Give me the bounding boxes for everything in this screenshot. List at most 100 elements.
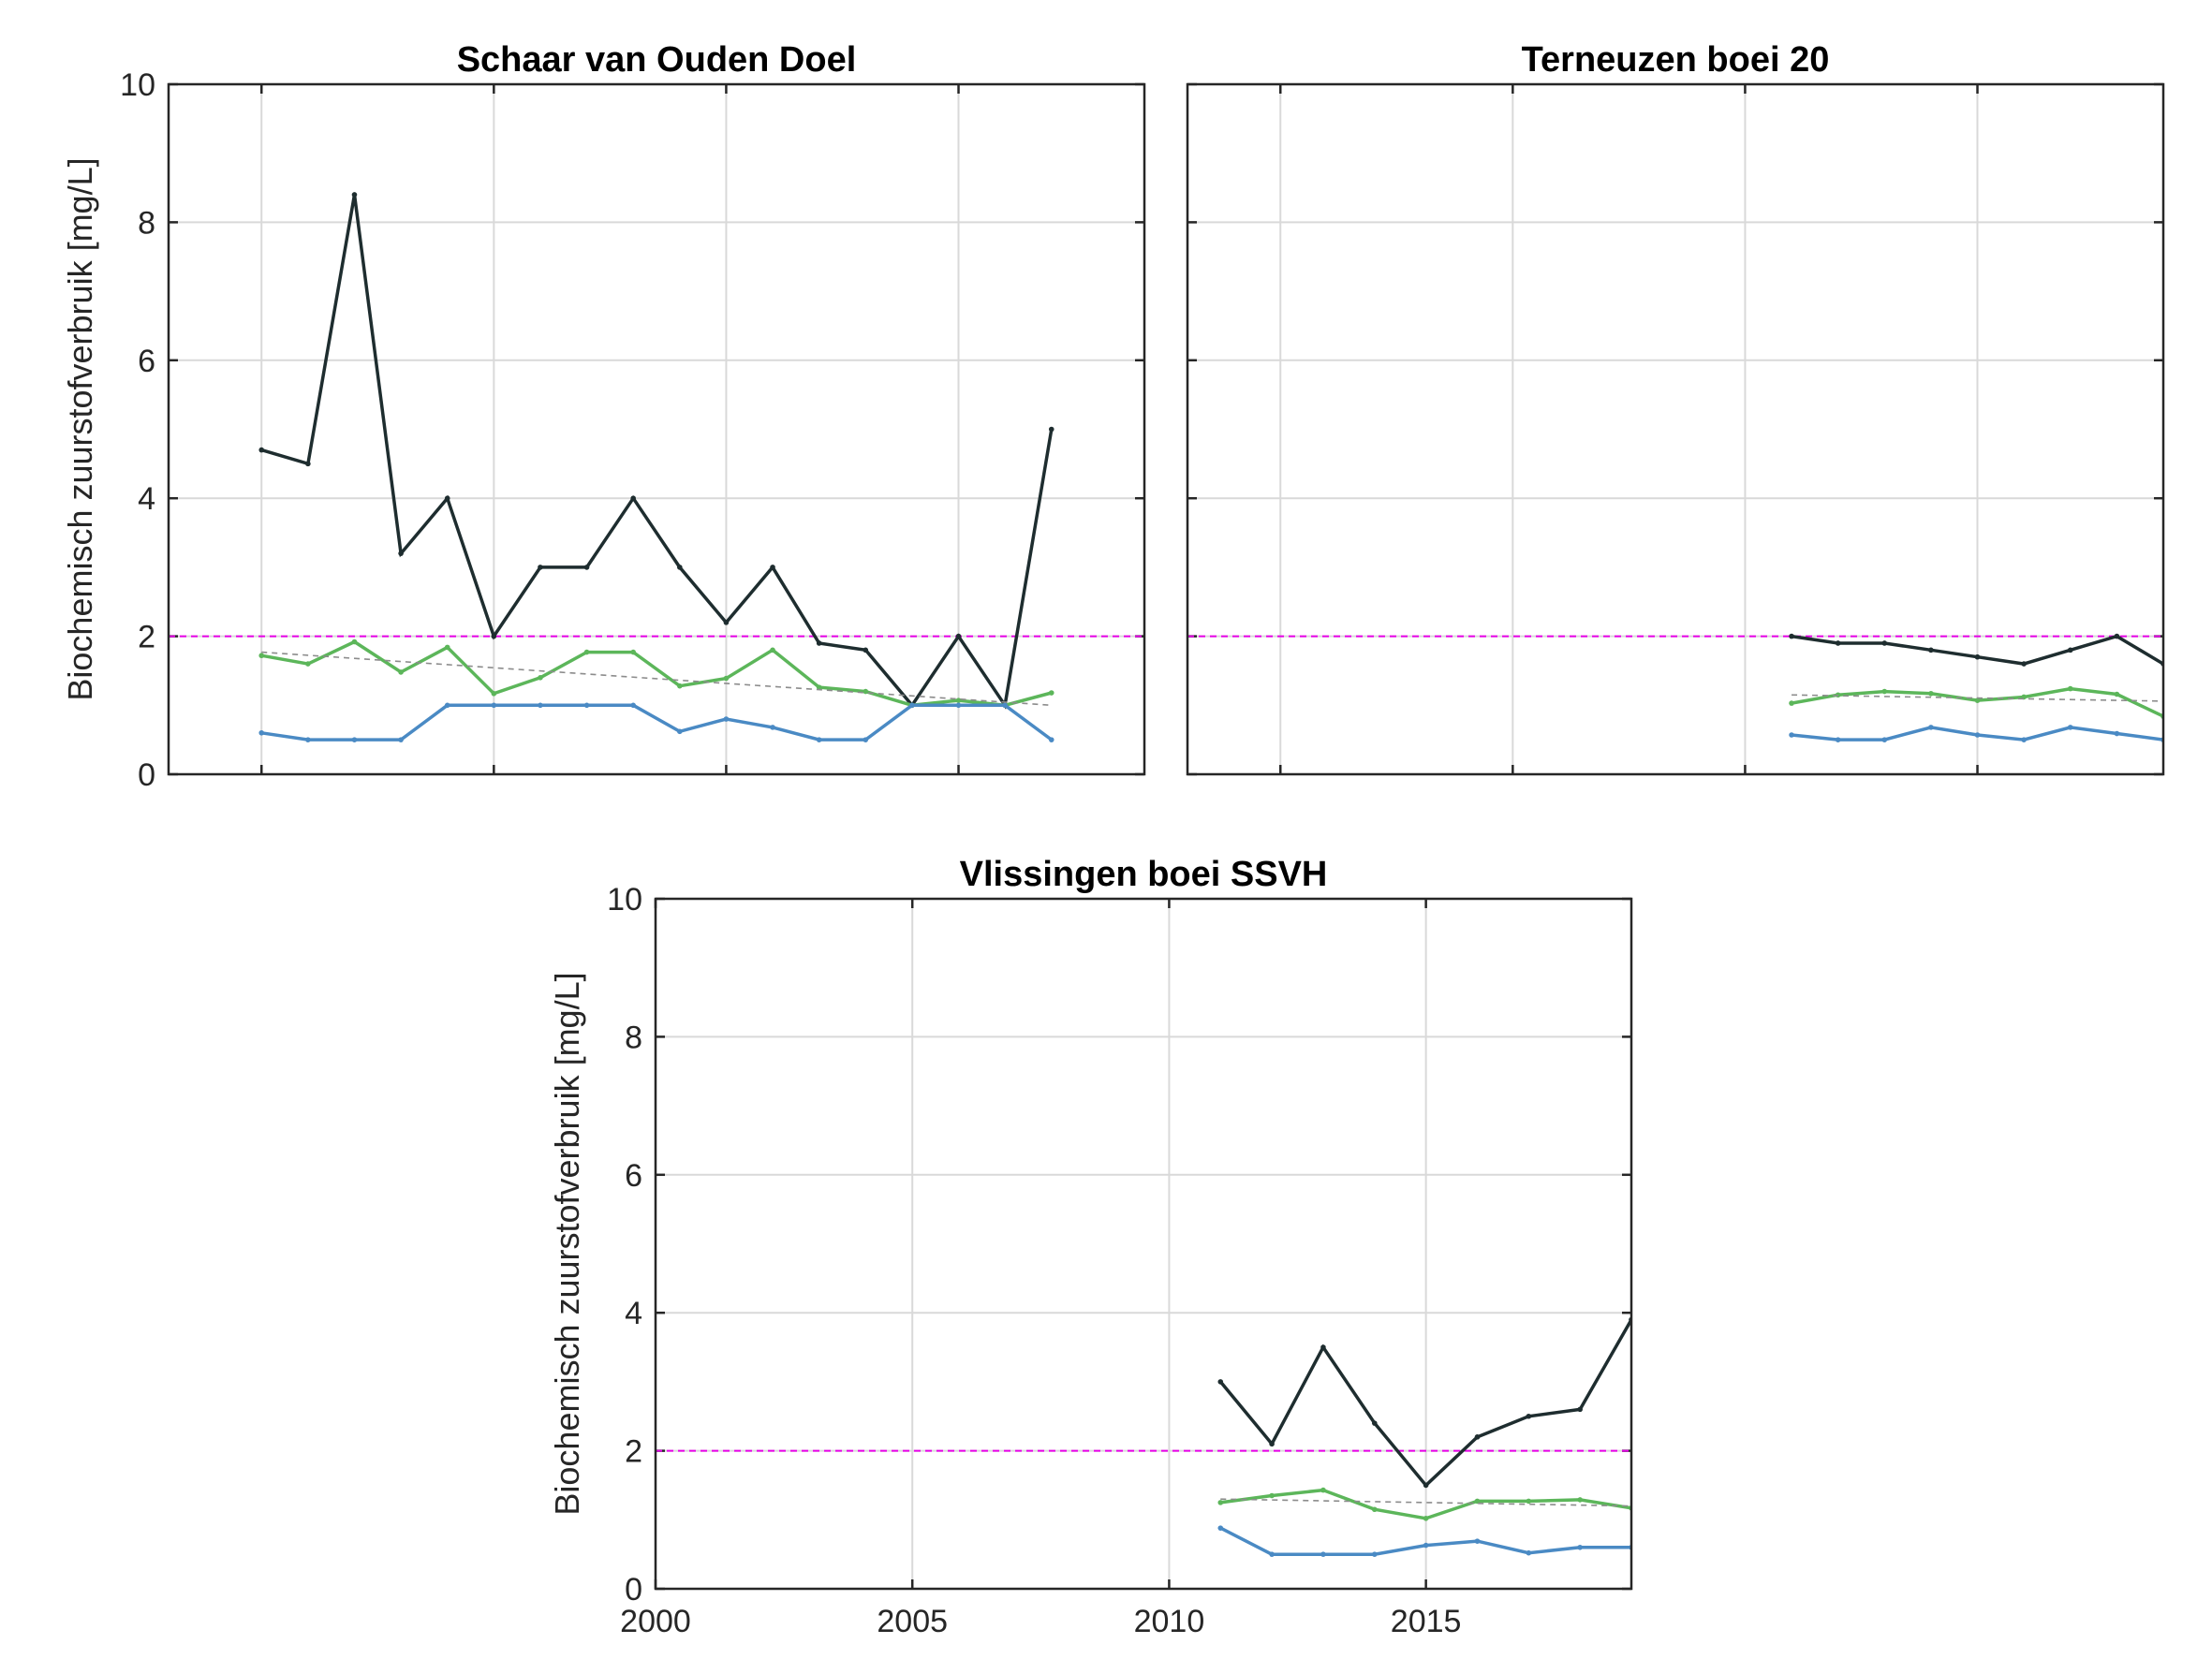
xtick-label: 2015 <box>1391 1604 1462 1639</box>
data-point-dark <box>630 495 636 501</box>
data-point-blue <box>909 702 915 709</box>
data-point-blue <box>677 728 683 735</box>
data-point-dark <box>1974 653 1981 660</box>
trend-line <box>1220 1498 1631 1507</box>
ytick-label: 2 <box>138 620 155 655</box>
plot-area <box>1187 633 2163 742</box>
data-point-blue <box>2067 725 2073 730</box>
ytick-label: 8 <box>138 205 155 241</box>
series-line-dark <box>260 194 1054 710</box>
ytick-label: 4 <box>138 481 155 517</box>
data-point-blue <box>1577 1544 1583 1550</box>
series-line-blue <box>260 703 1053 741</box>
data-point-dark <box>816 640 822 646</box>
data-point-dark <box>1881 640 1888 646</box>
data-point-dark <box>1423 1482 1429 1489</box>
data-point-green <box>491 690 497 697</box>
data-point-green <box>1577 1497 1583 1503</box>
data-point-green <box>1423 1516 1429 1521</box>
data-point-blue <box>444 702 450 709</box>
ytick-label: 2 <box>625 1434 642 1470</box>
y-axis-label: Biochemisch zuurstofverbruik [mg/L] <box>548 972 586 1515</box>
data-point-blue <box>2021 737 2027 742</box>
data-point-green <box>1474 1498 1481 1505</box>
data-point-dark <box>1048 426 1054 433</box>
y-axis-label: Biochemisch zuurstofverbruik [mg/L] <box>61 157 99 700</box>
data-point-blue <box>1881 737 1888 742</box>
ytick-label: 6 <box>138 344 155 379</box>
data-point-green <box>1974 697 1981 703</box>
axes-frame <box>1186 82 2165 776</box>
axes-frame <box>654 897 1633 1591</box>
data-point-green <box>770 647 775 653</box>
data-point-blue <box>1835 737 1841 742</box>
data-point-blue <box>1526 1549 1532 1556</box>
data-point-green <box>2114 691 2120 697</box>
data-point-green <box>1928 690 1934 697</box>
ytick-label: 10 <box>120 67 155 103</box>
data-point-dark <box>863 647 869 653</box>
axes-frame <box>167 82 1146 776</box>
data-point-dark <box>1789 633 1794 639</box>
xtick-label: 2000 <box>620 1604 691 1639</box>
plot-area <box>656 1316 1631 1557</box>
data-point-dark <box>538 565 543 570</box>
data-point-dark <box>1371 1420 1378 1426</box>
data-point-green <box>305 661 311 667</box>
data-point-green <box>2067 685 2073 692</box>
trend-line <box>1792 694 2163 702</box>
panel-terneuzen-boei-20: Terneuzen boei 20 <box>1186 40 2165 776</box>
data-point-green <box>1320 1487 1326 1493</box>
data-point-blue <box>863 737 869 742</box>
ytick-label: 4 <box>625 1296 642 1331</box>
data-point-blue <box>955 702 962 709</box>
data-point-green <box>1526 1498 1532 1505</box>
data-point-dark <box>770 565 775 570</box>
xtick-label: 2005 <box>877 1604 948 1639</box>
data-point-blue <box>1474 1538 1481 1544</box>
ytick-label: 8 <box>625 1020 642 1055</box>
panel-title: Vlissingen boei SSVH <box>960 855 1328 894</box>
data-point-blue <box>1974 732 1981 738</box>
data-point-dark <box>2114 633 2120 639</box>
data-point-green <box>583 649 590 655</box>
data-point-blue <box>583 702 590 709</box>
data-point-green <box>1269 1492 1275 1499</box>
panel-vlissingen-boei-ssvh: 0 2 4 6 8 10 2000 2005 2010 2015 Vlissingen boei S… <box>548 855 1633 1639</box>
data-point-green <box>351 639 358 645</box>
data-point-blue <box>1269 1551 1275 1557</box>
data-point-green <box>677 683 683 689</box>
data-point-dark <box>1217 1379 1224 1385</box>
ytick-label: 0 <box>138 757 155 793</box>
data-point-dark <box>2021 661 2027 667</box>
ytick-label: 0 <box>625 1572 642 1608</box>
trend-line <box>261 651 1052 707</box>
panel-title: Terneuzen boei 20 <box>1522 40 1830 80</box>
panel-schaar-van-ouden-doel: 0 2 4 6 8 10 Schaar van Ouden Doel Biochemisch … <box>61 40 1146 793</box>
data-point-blue <box>305 737 311 742</box>
data-point-dark <box>258 447 265 453</box>
data-point-blue <box>1423 1542 1429 1549</box>
data-point-blue <box>1320 1551 1326 1557</box>
data-point-green <box>816 684 822 690</box>
data-point-blue <box>1371 1551 1378 1557</box>
data-point-blue <box>2114 730 2120 737</box>
data-point-dark <box>723 620 730 625</box>
data-point-blue <box>351 737 358 742</box>
data-point-dark <box>1474 1434 1481 1440</box>
data-point-green <box>955 697 962 703</box>
ytick-label: 10 <box>607 882 642 918</box>
data-point-green <box>1881 688 1888 695</box>
panel-title: Schaar van Ouden Doel <box>457 40 857 80</box>
data-point-dark <box>1526 1413 1532 1419</box>
data-point-blue <box>1048 737 1054 742</box>
data-point-blue <box>723 716 730 722</box>
data-point-green <box>1217 1500 1224 1505</box>
data-point-blue <box>258 729 265 736</box>
data-point-dark <box>1269 1441 1275 1447</box>
plot-area <box>169 192 1144 742</box>
data-point-green <box>723 675 730 682</box>
data-point-dark <box>491 633 497 639</box>
data-point-blue <box>630 702 636 709</box>
data-point-dark <box>1835 640 1841 646</box>
